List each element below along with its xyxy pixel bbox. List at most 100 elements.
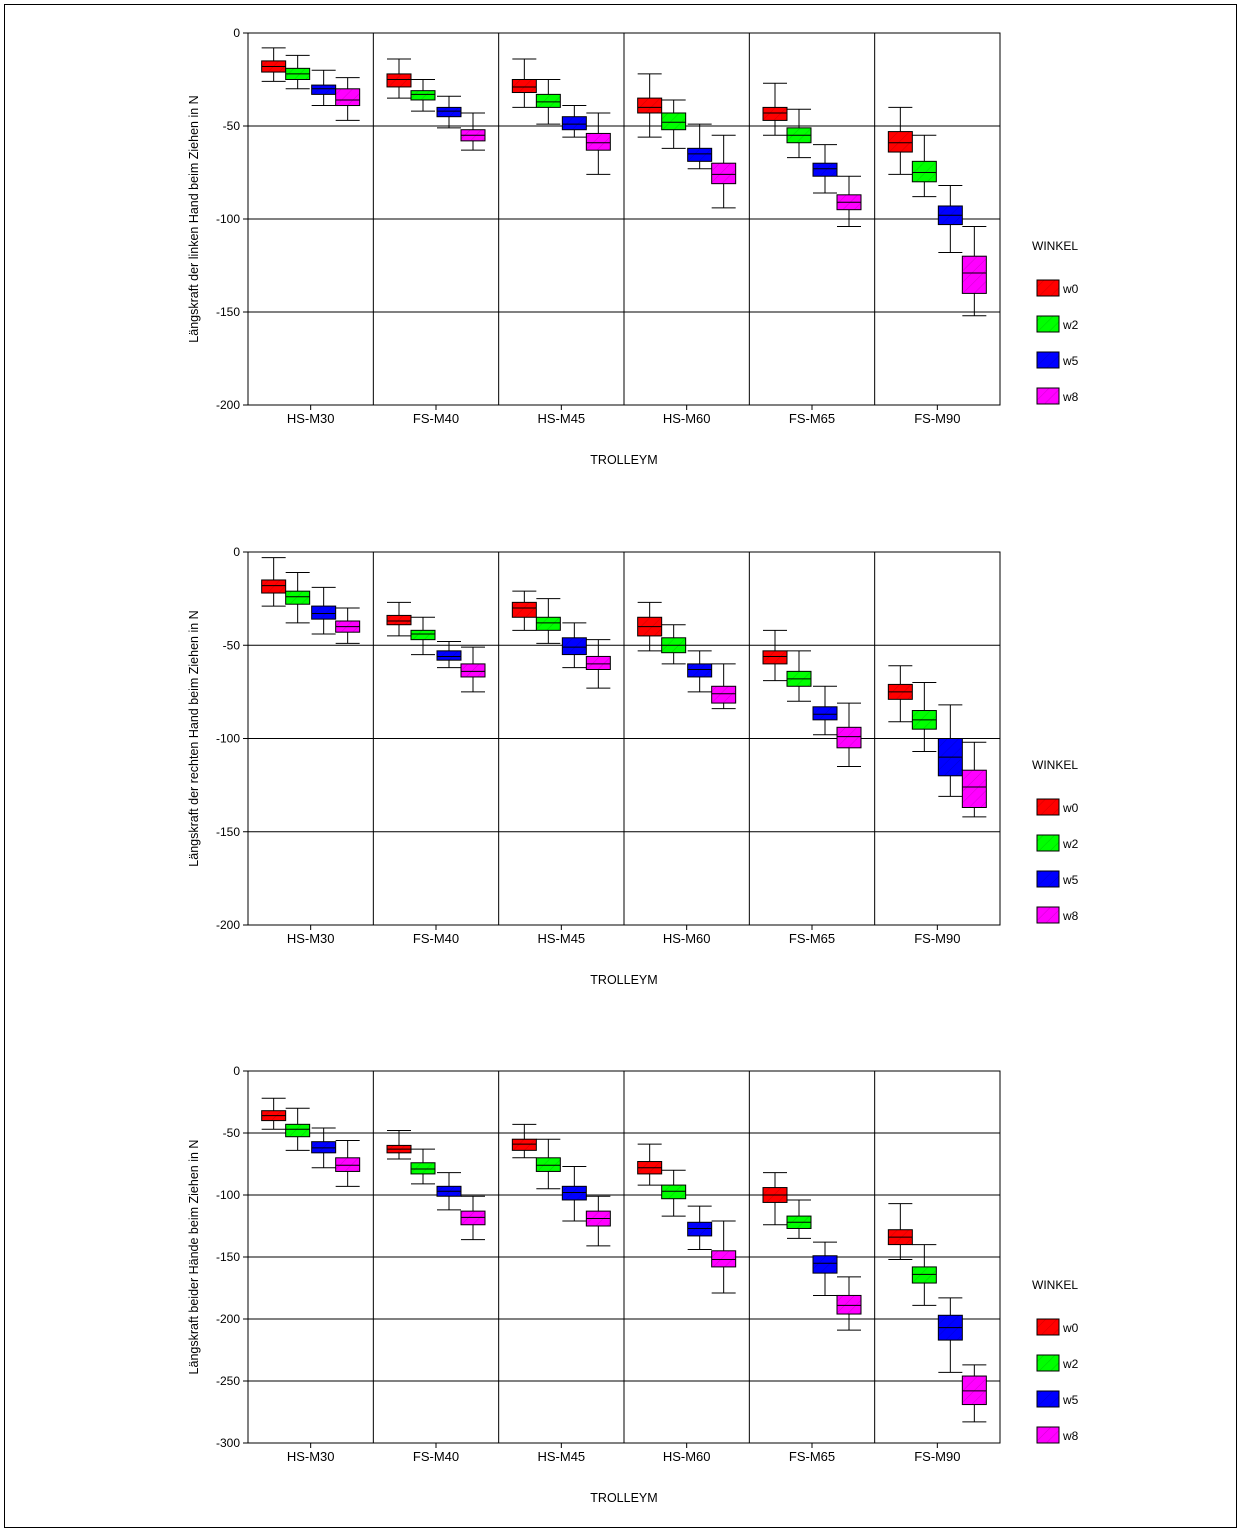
box-body (535, 616, 561, 631)
box-w5-HS-M30 (311, 69, 337, 107)
box-w2-FS-M90 (911, 682, 937, 753)
box-w2-HS-M30 (285, 572, 311, 624)
legend-swatch-w2 (1036, 834, 1060, 852)
box-body (460, 663, 486, 678)
box-body (311, 605, 337, 620)
legend-title: WINKEL (1032, 758, 1078, 772)
chart-1: 0 -50 -100 -150 -200 HS-M30 FS-M40 HS-M45 HS-M60… (187, 26, 1079, 467)
legend: WINKEL w0 w2 w5 w8 (1032, 1278, 1079, 1444)
legend-label-w8: w8 (1062, 909, 1079, 923)
box-body (762, 650, 788, 665)
y-tick-label: -200 (216, 918, 240, 932)
legend-swatch-w0 (1036, 279, 1060, 297)
box-w5-HS-M30 (311, 1127, 337, 1169)
box-w0-FS-M40 (386, 1130, 412, 1160)
box-body (535, 93, 561, 108)
y-tick-label: -50 (223, 638, 241, 652)
x-tick-label: HS-M30 (287, 931, 335, 946)
legend-label-w8: w8 (1062, 390, 1079, 404)
x-tick-label: HS-M30 (287, 411, 335, 426)
y-tick-label: -250 (216, 1374, 240, 1388)
box-w5-HS-M30 (311, 586, 337, 635)
x-tick-label: FS-M40 (413, 931, 459, 946)
legend-swatch-w5 (1036, 870, 1060, 888)
legend-title: WINKEL (1032, 239, 1078, 253)
legend-swatch-w8 (1036, 387, 1060, 405)
box-body (911, 160, 937, 183)
legend-swatch-w2 (1036, 315, 1060, 333)
legend-label-w8: w8 (1062, 1429, 1079, 1443)
box-body (436, 106, 462, 118)
box-w8-HS-M60 (711, 1220, 737, 1294)
y-axis-title: Längskraft beider Hände beim Ziehen in N (187, 1140, 201, 1375)
legend-swatch-w0 (1036, 1318, 1060, 1336)
box-body (410, 90, 436, 101)
box-w5-FS-M65 (812, 1241, 838, 1296)
legend-title: WINKEL (1032, 1278, 1078, 1292)
x-tick-label: HS-M60 (663, 1449, 711, 1464)
box-w8-HS-M60 (711, 134, 737, 209)
y-tick-label: -50 (223, 1126, 241, 1140)
box-body (711, 1250, 737, 1268)
box-w2-HS-M60 (661, 99, 687, 149)
legend-label-w0: w0 (1062, 282, 1079, 296)
box-body (261, 579, 287, 594)
box-w5-HS-M60 (687, 650, 713, 693)
box-w5-FS-M40 (436, 95, 462, 129)
box-w2-FS-M90 (911, 134, 937, 198)
y-tick-label: 0 (233, 1064, 240, 1078)
x-tick-label: HS-M60 (663, 931, 711, 946)
box-body (460, 1210, 486, 1226)
box-w0-HS-M30 (261, 47, 287, 82)
box-body (386, 73, 412, 88)
legend-swatch-w8 (1036, 1426, 1060, 1444)
box-w2-FS-M65 (786, 1199, 812, 1239)
box-w0-FS-M40 (386, 58, 412, 99)
legend-label-w2: w2 (1062, 1357, 1079, 1371)
y-tick-label: -200 (216, 398, 240, 412)
y-tick-label: -150 (216, 1250, 240, 1264)
legend-swatch-w8 (1036, 906, 1060, 924)
y-tick-label: -100 (216, 732, 240, 746)
box-w0-FS-M40 (386, 601, 412, 637)
box-w2-HS-M45 (535, 79, 561, 125)
box-body (711, 685, 737, 704)
box-w5-HS-M45 (561, 1165, 587, 1222)
box-w8-HS-M30 (335, 607, 361, 644)
box-w0-HS-M45 (511, 590, 537, 631)
box-w5-FS-M65 (812, 144, 838, 194)
x-tick-label: FS-M65 (789, 1449, 835, 1464)
legend-label-w5: w5 (1062, 354, 1079, 368)
y-axis-title: Längskraft der linken Hand beim Ziehen i… (187, 95, 201, 342)
box-w5-HS-M45 (561, 622, 587, 669)
y-tick-label: -100 (216, 1188, 240, 1202)
box-w2-HS-M45 (535, 598, 561, 644)
box-w2-HS-M30 (285, 1107, 311, 1151)
y-tick-label: -200 (216, 1312, 240, 1326)
legend-label-w2: w2 (1062, 318, 1079, 332)
box-w2-FS-M40 (410, 616, 436, 656)
box-w5-HS-M60 (687, 1205, 713, 1251)
x-tick-label: HS-M45 (537, 411, 585, 426)
box-body (687, 1221, 713, 1237)
box-body (911, 1266, 937, 1284)
box-w0-HS-M60 (637, 73, 663, 138)
x-tick-label: FS-M65 (789, 931, 835, 946)
box-w8-HS-M30 (335, 1139, 361, 1187)
legend-swatch-w2 (1036, 1354, 1060, 1372)
x-tick-label: HS-M30 (287, 1449, 335, 1464)
legend-label-w0: w0 (1062, 1321, 1079, 1335)
box-w8-FS-M40 (460, 112, 486, 151)
box-body (961, 1375, 987, 1406)
legend: WINKEL w0 w2 w5 w8 (1032, 239, 1079, 405)
box-w5-HS-M45 (561, 105, 587, 138)
box-w5-HS-M60 (687, 123, 713, 170)
box-body (561, 116, 587, 131)
box-w8-FS-M40 (460, 646, 486, 693)
box-w8-HS-M30 (335, 77, 361, 121)
box-w5-FS-M90 (937, 185, 963, 253)
box-body (836, 1294, 862, 1315)
box-body (687, 663, 713, 678)
box-w8-FS-M65 (836, 702, 862, 767)
box-w0-FS-M65 (762, 82, 788, 136)
